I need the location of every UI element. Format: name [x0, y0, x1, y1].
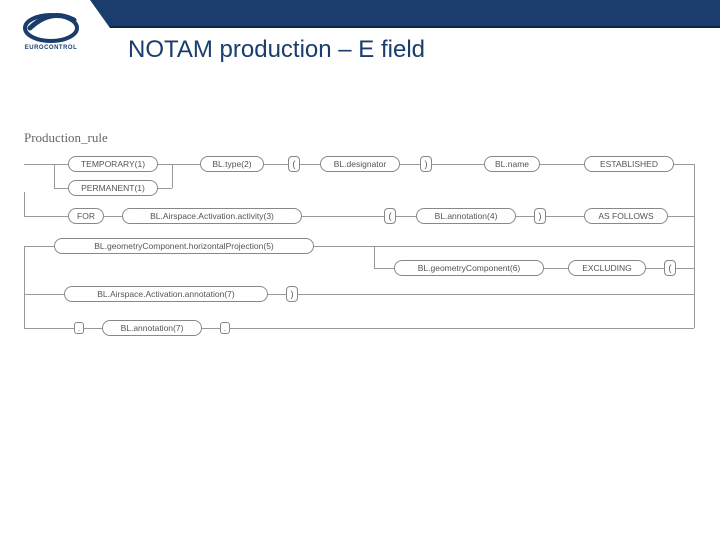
- grammar-node: BL.designator: [320, 156, 400, 172]
- grammar-node: FOR: [68, 208, 104, 224]
- grammar-node: BL.annotation(7): [102, 320, 202, 336]
- grammar-node: BL.Airspace.Activation.annotation(7): [64, 286, 268, 302]
- grammar-node: BL.geometryComponent.horizontalProjectio…: [54, 238, 314, 254]
- connector-line: [24, 294, 25, 328]
- connector-line: [24, 164, 68, 165]
- paren-node: ): [534, 208, 546, 224]
- rail-row: TEMPORARY(1) BL.type(2) ( BL.designator) BL.…: [24, 152, 694, 178]
- connector-line: [202, 328, 220, 329]
- rail-row: PERMANENT(1): [24, 176, 694, 202]
- period-node: .: [74, 322, 84, 334]
- railroad-diagram: Production_rule TEMPORARY(1)BL.type(2)(B…: [24, 130, 704, 352]
- connector-line: [158, 164, 200, 165]
- connector-line: [374, 268, 394, 269]
- connector-line: [546, 216, 584, 217]
- rail-row: BL.geometryComponent(6) EXCLUDING (: [24, 256, 694, 282]
- connector-line: [24, 294, 64, 295]
- connector-line: [432, 164, 484, 165]
- paren-node: ): [286, 286, 298, 302]
- connector-line: [24, 246, 54, 247]
- connector-line: [230, 328, 694, 329]
- connector-line: [268, 294, 286, 295]
- connector-line: [674, 164, 694, 165]
- connector-line: [54, 188, 68, 189]
- grammar-node: BL.geometryComponent(6): [394, 260, 544, 276]
- connector-line: [400, 164, 420, 165]
- connector-line: [694, 246, 695, 294]
- connector-line: [264, 164, 288, 165]
- connector-line: [300, 164, 320, 165]
- paren-node: (: [288, 156, 300, 172]
- connector-line: [24, 192, 25, 216]
- connector-line: [396, 216, 416, 217]
- grammar-node: BL.Airspace.Activation.activity(3): [122, 208, 302, 224]
- paren-node: (: [384, 208, 396, 224]
- connector-line: [516, 216, 534, 217]
- paren-node: ): [420, 156, 432, 172]
- grammar-node: BL.type(2): [200, 156, 264, 172]
- grammar-node: PERMANENT(1): [68, 180, 158, 196]
- connector-line: [54, 164, 55, 188]
- connector-line: [104, 216, 122, 217]
- connector-line: [158, 188, 172, 189]
- connector-line: [298, 294, 694, 295]
- paren-node: (: [664, 260, 676, 276]
- grammar-node: EXCLUDING: [568, 260, 646, 276]
- connector-line: [24, 268, 25, 294]
- period-node: .: [220, 322, 230, 334]
- connector-line: [172, 164, 173, 188]
- connector-line: [374, 246, 375, 268]
- grammar-node: ESTABLISHED: [584, 156, 674, 172]
- grammar-node: BL.name: [484, 156, 540, 172]
- connector-line: [544, 268, 568, 269]
- connector-line: [302, 216, 384, 217]
- rule-label: Production_rule: [24, 130, 704, 146]
- rail-row: BL.Airspace.Activation.annotation(7)): [24, 282, 694, 308]
- logo-text: EUROCONTROL: [20, 45, 82, 51]
- connector-line: [694, 164, 695, 216]
- rail-row: FOR BL.Airspace.Activation.activity(3) ( BL…: [24, 204, 694, 230]
- connector-line: [24, 328, 74, 329]
- connector-line: [314, 246, 694, 247]
- connector-line: [668, 216, 694, 217]
- grammar-node: BL.annotation(4): [416, 208, 516, 224]
- page-title: NOTAM production – E field: [128, 36, 425, 64]
- connector-line: [694, 216, 695, 246]
- grammar-node: TEMPORARY(1): [68, 156, 158, 172]
- connector-line: [540, 164, 584, 165]
- rail-row: . BL.annotation(7).: [24, 316, 694, 342]
- connector-line: [24, 216, 68, 217]
- connector-line: [676, 268, 694, 269]
- logo: EUROCONTROL: [20, 6, 82, 54]
- connector-line: [694, 294, 695, 328]
- header-bar: [0, 0, 720, 28]
- connector-line: [84, 328, 102, 329]
- grammar-node: AS FOLLOWS: [584, 208, 668, 224]
- connector-line: [24, 246, 25, 268]
- connector-line: [646, 268, 664, 269]
